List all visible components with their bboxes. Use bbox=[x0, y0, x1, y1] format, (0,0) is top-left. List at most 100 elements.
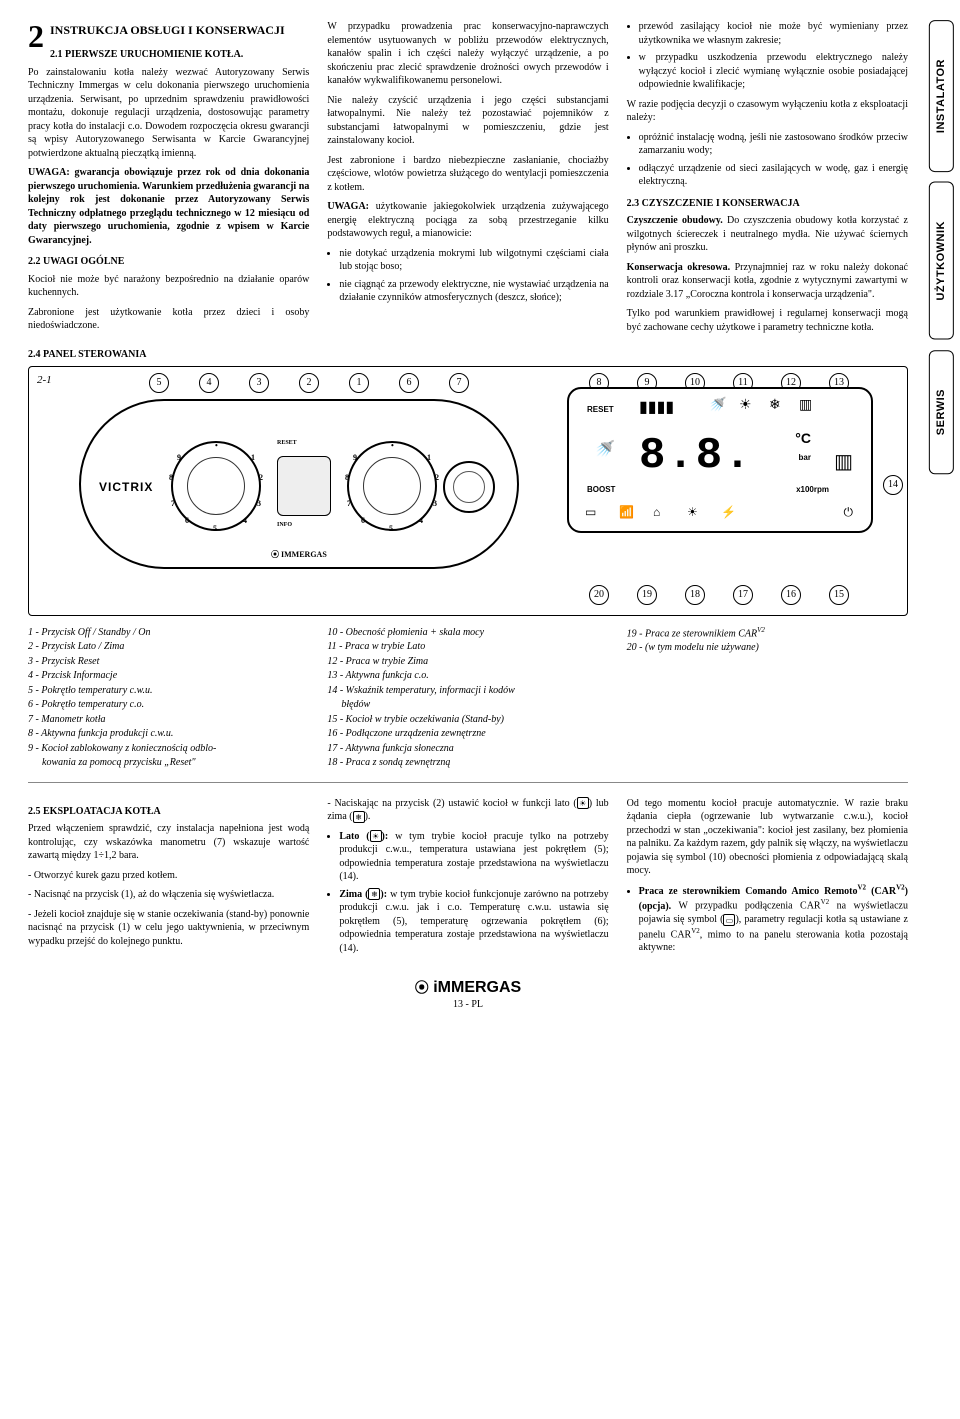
leg-4: 4 - Przcisk Informacje bbox=[28, 669, 309, 683]
callout-4: 4 bbox=[199, 373, 219, 393]
house-icon: ⌂ bbox=[653, 504, 660, 520]
manometer bbox=[443, 461, 495, 513]
s22-p7: W razie podjęcia decyzji o czasowym wyłą… bbox=[627, 98, 908, 125]
tab-uzytkownik: UŻYTKOWNIK bbox=[929, 182, 954, 340]
callout-7: 7 bbox=[449, 373, 469, 393]
leg-18: 18 - Praca z sondą zewnętrzną bbox=[327, 756, 608, 770]
control-panel-figure: 2-1 5 4 3 2 1 6 7 8 9 10 11 12 13 14 20 … bbox=[28, 366, 908, 616]
page-footer: ⦿ iMMERGAS 13 - PL bbox=[28, 977, 908, 1012]
page-number: 13 - PL bbox=[28, 998, 908, 1012]
s25-lato: Lato (☀): w tym trybie kocioł pracuje ty… bbox=[339, 830, 608, 884]
s23-p3: Tylko pod warunkiem prawidłowej i regula… bbox=[627, 307, 908, 334]
remote-icon: ▭ bbox=[585, 504, 596, 520]
leg-16: 16 - Podłączone urządzenia zewnętrzne bbox=[327, 727, 608, 741]
victrix-logo: VICTRIX bbox=[99, 479, 153, 495]
summer-icon: ☀ bbox=[577, 797, 589, 809]
panel-lcd bbox=[277, 456, 331, 516]
callout-6: 6 bbox=[399, 373, 419, 393]
section-2-1-title: 2.1 PIERWSZE URUCHOMIENIE KOTŁA. bbox=[28, 48, 309, 62]
bottom-text: 2.5 EKSPLOATACJA KOTŁA Przed włączeniem … bbox=[28, 797, 908, 959]
s25-p1: Przed włączeniem sprawdzić, czy instalac… bbox=[28, 822, 309, 863]
sun-icon: ☀ bbox=[739, 397, 752, 416]
s22-p6: UWAGA: UWAGA: użytkowanie jakiegokolwiek… bbox=[327, 200, 608, 241]
knob-cwu[interactable]: • 1 2 3 4 5 6 7 8 9 bbox=[171, 441, 261, 531]
leg-13: 13 - Aktywna funkcja c.o. bbox=[327, 669, 608, 683]
s25-p3: - Nacisnąć na przycisk (1), aż do włącze… bbox=[28, 888, 309, 902]
s25-p4: - Jeżeli kocioł znajduje się w stanie oc… bbox=[28, 908, 309, 949]
bar-unit: bar bbox=[799, 453, 811, 464]
leg-10: 10 - Obecność płomienia + skala mocy bbox=[327, 626, 608, 640]
callout-18: 18 bbox=[685, 585, 705, 605]
leg-9a: 9 - Kocioł zablokowany z koniecznością o… bbox=[28, 742, 309, 756]
leg-7: 7 - Manometr kotła bbox=[28, 713, 309, 727]
winter-icon: ❄ bbox=[353, 811, 365, 823]
immergas-small: ⦿ IMMERGAS bbox=[271, 550, 327, 561]
callout-5: 5 bbox=[149, 373, 169, 393]
reset-label: RESET bbox=[277, 439, 297, 447]
deg-unit: °C bbox=[795, 429, 811, 448]
boost-label: BOOST bbox=[587, 485, 615, 496]
callout-20: 20 bbox=[589, 585, 609, 605]
panel-oval: VICTRIX • 1 2 3 4 5 6 7 8 9 RESET INFO •… bbox=[79, 399, 519, 569]
radiator-icon: ▥ bbox=[799, 397, 812, 416]
tab-instalator: INSTALATOR bbox=[929, 20, 954, 172]
info-label: INFO bbox=[277, 521, 292, 529]
section-2-4-title: 2.4 PANEL STEROWANIA bbox=[28, 348, 908, 362]
chapter-title: INSTRUKCJA OBSŁUGI I KONSERWACJI bbox=[28, 20, 309, 38]
seven-segment: 8.8. bbox=[639, 427, 753, 486]
leg-2: 2 - Przycisk Lato / Zima bbox=[28, 640, 309, 654]
knob-co[interactable]: • 1 2 3 4 5 6 7 8 9 bbox=[347, 441, 437, 531]
flame-icon: ▮▮▮▮ bbox=[639, 397, 674, 419]
antenna-icon: 📶 bbox=[619, 504, 634, 520]
callout-1: 1 bbox=[349, 373, 369, 393]
callout-2: 2 bbox=[299, 373, 319, 393]
reset-icon: RESET bbox=[587, 405, 614, 416]
s25-p5: - Naciskając na przycisk (2) ustawić koc… bbox=[327, 797, 608, 824]
callout-17: 17 bbox=[733, 585, 753, 605]
s25-zima: Zima (❄): w tym trybie kocioł funkcjonuj… bbox=[339, 888, 608, 956]
solar-icon: ☀ bbox=[687, 504, 698, 520]
rpm-unit: x100rpm bbox=[796, 485, 829, 496]
standby-icon: ⏻ bbox=[844, 504, 854, 520]
s23-p2: Konserwacja okresowa. Przynajmniej raz w… bbox=[627, 261, 908, 302]
car-icon: ▭ bbox=[723, 914, 735, 926]
leg-8: 8 - Aktywna funkcja produkcji c.w.u. bbox=[28, 727, 309, 741]
gear-icon: ⦿ bbox=[415, 979, 429, 995]
snow-icon: ❄ bbox=[769, 397, 781, 416]
s25-p6: Od tego momentu kocioł pracuje automatyc… bbox=[627, 797, 908, 878]
leg-15: 15 - Kocioł w trybie oczekiwania (Stand-… bbox=[327, 713, 608, 727]
s22-li6: odłączyć urządzenie od sieci zasilającyc… bbox=[639, 162, 908, 189]
leg-11: 11 - Praca w trybie Lato bbox=[327, 640, 608, 654]
leg-3: 3 - Przycisk Reset bbox=[28, 655, 309, 669]
main-text: 2 INSTRUKCJA OBSŁUGI I KONSERWACJI 2.1 P… bbox=[28, 20, 908, 334]
callout-14: 14 bbox=[883, 475, 903, 495]
leg-6: 6 - Pokrętło temperatury c.o. bbox=[28, 698, 309, 712]
s22-p1: Kocioł nie może być narażony bezpośredni… bbox=[28, 273, 309, 300]
s25-car: Praca ze sterownikiem Comando Amico Remo… bbox=[639, 884, 908, 955]
radiator-big-icon: ▥ bbox=[834, 449, 853, 476]
s23-p1: Czyszczenie obudowy. Do czyszczenia obud… bbox=[627, 214, 908, 255]
s22-p4: Nie należy czyścić urządzenia i jego czę… bbox=[327, 94, 608, 148]
tab-serwis: SERWIS bbox=[929, 350, 954, 474]
s25-p2: - Otworzyć kurek gazu przed kotłem. bbox=[28, 869, 309, 883]
leg-14a: 14 - Wskaźnik temperatury, informacji i … bbox=[327, 684, 608, 698]
display-enlarged: RESET ▮▮▮▮ 🚿 ☀ ❄ ▥ 8.8. °C bar x100rpm B… bbox=[567, 387, 873, 533]
tap-icon: 🚿 bbox=[709, 397, 726, 416]
s22-li3: przewód zasilający kocioł nie może być w… bbox=[639, 20, 908, 47]
leg-14b: błędów bbox=[327, 698, 608, 712]
summer-icon-2: ☀ bbox=[370, 830, 382, 842]
callout-15: 15 bbox=[829, 585, 849, 605]
s22-p5: Jest zabronione i bardzo niebezpieczne z… bbox=[327, 154, 608, 195]
section-2-5-title: 2.5 EKSPLOATACJA KOTŁA bbox=[28, 805, 309, 819]
legend: 1 - Przycisk Off / Standby / On 2 - Przy… bbox=[28, 626, 908, 783]
section-2-3-title: 2.3 CZYSZCZENIE I KONSERWACJA bbox=[627, 197, 908, 211]
s22-p3: W przypadku prowadzenia prac konserwacyj… bbox=[327, 20, 608, 88]
leg-17: 17 - Aktywna funkcja słoneczna bbox=[327, 742, 608, 756]
leg-9b: kowania za pomocą przycisku „Reset" bbox=[28, 756, 309, 770]
tap-big-icon: 🚿 bbox=[595, 439, 615, 461]
leg-1: 1 - Przycisk Off / Standby / On bbox=[28, 626, 309, 640]
callout-16: 16 bbox=[781, 585, 801, 605]
plug-icon: ⚡ bbox=[721, 504, 736, 520]
leg-12: 12 - Praca w trybie Zima bbox=[327, 655, 608, 669]
s21-p1: Po zainstalowaniu kotła należy wezwać Au… bbox=[28, 66, 309, 161]
